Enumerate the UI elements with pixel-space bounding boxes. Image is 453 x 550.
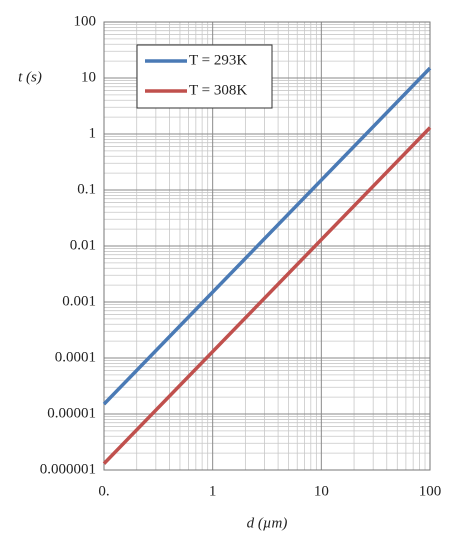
x-tick-label: 100	[419, 483, 442, 499]
y-tick-label: 0.000001	[40, 461, 96, 477]
y-tick-label: 0.01	[70, 237, 96, 253]
plot-border	[103, 21, 431, 471]
series-line	[102, 66, 432, 406]
x-tick-label: 10	[314, 483, 329, 499]
x-tick-label: 1	[209, 483, 217, 499]
y-axis-label: t (s)	[18, 69, 42, 85]
x-axis-label: d (µm)	[247, 515, 288, 531]
y-tick-label: 0.0001	[55, 349, 96, 365]
legend-box	[136, 44, 273, 109]
y-tick-label: 100	[74, 13, 97, 29]
y-tick-label: 1	[89, 125, 97, 141]
y-tick-label: 0.00001	[47, 405, 96, 421]
legend-label: T = 293K	[189, 52, 247, 68]
x-tick-label: 0.	[98, 483, 109, 499]
series-line	[102, 126, 432, 465]
legend-label: T = 308K	[189, 82, 247, 98]
y-tick-label: 0.001	[62, 293, 96, 309]
y-tick-label: 10	[81, 69, 96, 85]
y-tick-label: 0.1	[77, 181, 96, 197]
